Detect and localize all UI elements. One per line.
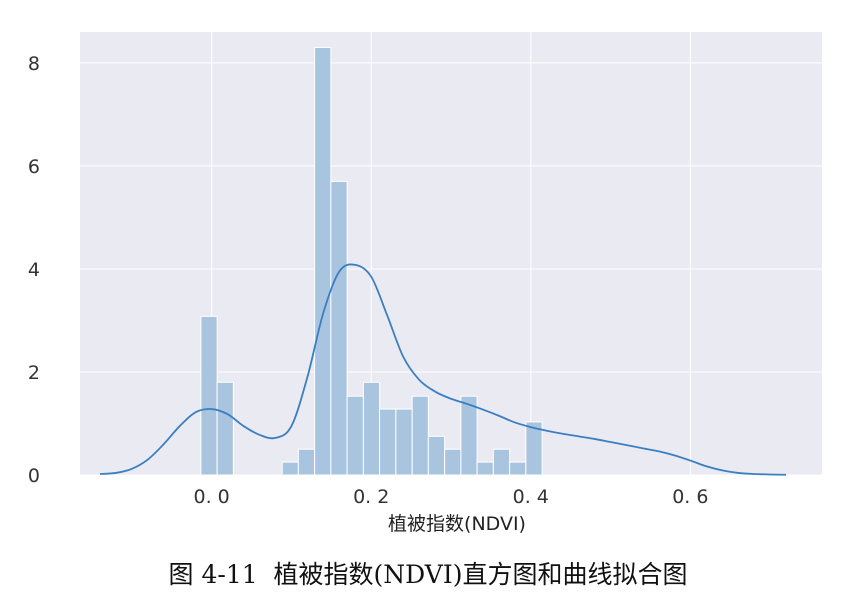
- histogram-bar: [460, 395, 478, 476]
- y-tick-label: 4: [28, 259, 40, 281]
- histogram-bar: [525, 421, 543, 476]
- kde-curve: [99, 263, 787, 476]
- figure-caption: 图 4-11 植被指数(NDVI)直方图和曲线拟合图: [169, 560, 688, 589]
- x-tick-label: 0. 0: [194, 486, 230, 508]
- histogram-bar: [330, 180, 348, 476]
- x-tick-label: 0. 2: [353, 486, 389, 508]
- y-tick-label: 8: [28, 53, 40, 75]
- histogram-bar: [476, 461, 494, 476]
- y-tick-label: 6: [28, 156, 40, 178]
- histogram-bar: [379, 408, 397, 476]
- histogram-bar: [314, 46, 332, 476]
- x-axis-label: 植被指数(NDVI): [388, 513, 526, 535]
- y-tick-labels: 0 2 4 6 8: [28, 53, 40, 487]
- histogram-bar: [411, 395, 429, 476]
- histogram-bar: [216, 381, 234, 476]
- histogram-bar: [509, 461, 527, 476]
- histogram-bar: [444, 448, 462, 476]
- histogram-bar: [200, 315, 218, 476]
- x-tick-labels: 0. 0 0. 2 0. 4 0. 6: [194, 486, 709, 508]
- histogram-bar: [362, 381, 381, 476]
- histogram-bars: [200, 46, 543, 476]
- histogram-bar: [427, 435, 446, 476]
- x-tick-label: 0. 6: [672, 486, 708, 508]
- histogram-bar: [346, 395, 364, 476]
- y-tick-label: 2: [28, 362, 40, 384]
- histogram-bar: [395, 408, 413, 476]
- histogram-bar: [297, 448, 316, 476]
- y-tick-label: 0: [28, 465, 40, 487]
- histogram-bar: [281, 461, 299, 476]
- plot-area: [80, 32, 822, 475]
- x-tick-label: 0. 4: [513, 486, 549, 508]
- histogram-bar: [492, 448, 511, 476]
